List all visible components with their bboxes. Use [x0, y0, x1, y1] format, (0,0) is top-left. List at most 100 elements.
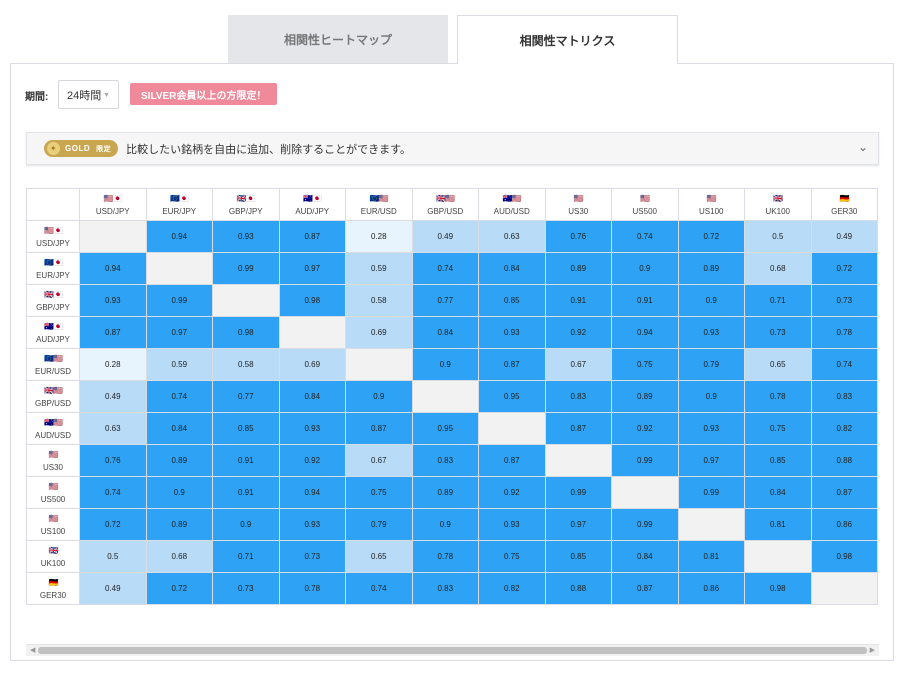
correlation-cell: 0.73 [278, 540, 346, 573]
column-header-aud-usd: 🇦🇺🇺🇸 AUD/USD [478, 188, 546, 221]
correlation-cell: 0.77 [212, 380, 280, 413]
flag-icon: 🇬🇧🇺🇸 [436, 193, 455, 203]
flag-icon: 🇦🇺🇺🇸 [502, 193, 522, 203]
correlation-cell: 0.73 [744, 316, 812, 349]
row-header-uk100: 🇬🇧 UK100 [26, 540, 80, 573]
scroll-left-icon[interactable]: ◀ [30, 647, 36, 654]
correlation-cell: 0.9 [411, 348, 479, 381]
symbol-label: GBP/JPY [36, 302, 70, 312]
correlation-cell: 0.28 [345, 220, 413, 253]
flag-icon: 🇺🇸🇯🇵 [103, 193, 123, 203]
symbol-label: USD/JPY [36, 238, 70, 248]
correlation-cell: 0.67 [544, 348, 612, 381]
correlation-cell: 0.98 [278, 284, 346, 317]
correlation-cell: 0.87 [478, 348, 546, 381]
correlation-cell: 0.84 [411, 316, 479, 349]
correlation-cell: 0.92 [278, 444, 346, 477]
correlation-cell: 0.87 [810, 476, 878, 509]
symbol-label: EUR/USD [360, 206, 397, 216]
correlation-cell: 0.95 [478, 380, 546, 413]
correlation-cell: 0.85 [744, 444, 812, 477]
correlation-cell: 0.89 [145, 508, 213, 541]
tab-heatmap[interactable]: 相関性ヒートマップ [228, 15, 448, 63]
correlation-cell: 0.87 [79, 316, 147, 349]
silver-member-badge: SILVER会員以上の方限定！ [130, 83, 278, 105]
correlation-cell: 0.99 [611, 508, 679, 541]
symbol-label: EUR/JPY [36, 270, 70, 280]
symbol-label: GER30 [39, 590, 67, 600]
correlation-cell: 0.93 [478, 316, 546, 349]
column-header-aud-jpy: 🇦🇺🇯🇵 AUD/JPY [278, 188, 346, 221]
correlation-matrix[interactable]: 🇺🇸🇯🇵 USD/JPY 🇪🇺🇯🇵 EUR/JPY 🇬🇧🇯🇵 GBP/JPY 🇦🇺🇯🇵 AUD… [26, 188, 879, 644]
symbol-label: GER30 [831, 206, 858, 216]
gold-feature-banner[interactable]: ✦ GOLD 限定 比較したい銘柄を自由に追加、削除することができます。 ⌄ [26, 132, 879, 165]
correlation-cell: 0.83 [411, 572, 479, 605]
correlation-cell: 0.72 [810, 252, 878, 285]
correlation-cell: 0.28 [79, 348, 147, 381]
symbol-label: AUD/JPY [295, 206, 330, 216]
flag-icon: 🇪🇺🇯🇵 [44, 257, 63, 267]
correlation-cell: 0.65 [345, 540, 413, 573]
correlation-cell: 0.68 [744, 252, 812, 285]
correlation-cell: 0.9 [611, 252, 679, 285]
flag-icon: 🇬🇧 [773, 193, 783, 203]
correlation-cell: 0.93 [478, 508, 546, 541]
correlation-cell: 0.75 [478, 540, 546, 573]
symbol-label: US30 [568, 206, 589, 216]
correlation-cell: 0.81 [677, 540, 745, 573]
correlation-cell: 0.9 [145, 476, 213, 509]
symbol-label: EUR/USD [34, 366, 71, 376]
row-header-us500: 🇺🇸 US500 [26, 476, 80, 509]
correlation-cell: 0.79 [345, 508, 413, 541]
correlation-cell: 0.94 [145, 220, 213, 253]
correlation-cell [79, 220, 147, 253]
correlation-cell: 0.78 [278, 572, 346, 605]
gold-coin-icon: ✦ [47, 142, 60, 155]
correlation-cell: 0.85 [544, 540, 612, 573]
correlation-cell: 0.84 [744, 476, 812, 509]
correlation-cell: 0.78 [744, 380, 812, 413]
chevron-down-icon[interactable]: ⌄ [857, 140, 868, 154]
flag-icon: 🇺🇸🇯🇵 [44, 225, 63, 235]
matrix-panel: 期間: 24時間 ▼ SILVER会員以上の方限定！ ✦ GOLD 限定 比較し… [10, 63, 894, 661]
symbol-label: US30 [42, 462, 63, 472]
correlation-cell [677, 508, 745, 541]
correlation-cell: 0.89 [145, 444, 213, 477]
row-header-us100: 🇺🇸 US100 [26, 508, 80, 541]
flag-icon: 🇺🇸 [573, 193, 584, 203]
correlation-cell: 0.9 [212, 508, 280, 541]
correlation-cell: 0.72 [79, 508, 147, 541]
correlation-cell: 0.97 [544, 508, 612, 541]
correlation-cell: 0.74 [810, 348, 878, 381]
correlation-cell: 0.89 [611, 380, 679, 413]
correlation-cell [212, 284, 280, 317]
correlation-cell: 0.87 [278, 220, 346, 253]
tab-matrix[interactable]: 相関性マトリクス [457, 15, 678, 64]
column-header-ger30: 🇩🇪 GER30 [810, 188, 878, 221]
correlation-cell: 0.75 [611, 348, 679, 381]
correlation-cell: 0.82 [810, 412, 878, 445]
correlation-cell: 0.9 [345, 380, 413, 413]
correlation-cell: 0.58 [345, 284, 413, 317]
correlation-cell: 0.73 [212, 572, 280, 605]
correlation-cell: 0.84 [478, 252, 546, 285]
symbol-label: USD/JPY [95, 206, 130, 216]
period-select[interactable]: 24時間 ▼ [58, 80, 119, 109]
correlation-cell: 0.49 [79, 572, 147, 605]
correlation-cell: 0.59 [145, 348, 213, 381]
flag-icon: 🇬🇧🇯🇵 [44, 289, 63, 299]
correlation-cell: 0.93 [278, 412, 346, 445]
table-row: 🇬🇧🇯🇵 GBP/JPY 0.93 0.99 0.98 0.58 0.77 0.85 0.91 0… [26, 284, 878, 317]
correlation-cell: 0.84 [278, 380, 346, 413]
correlation-cell: 0.91 [544, 284, 612, 317]
correlation-cell: 0.75 [345, 476, 413, 509]
correlation-cell: 0.97 [145, 316, 213, 349]
scroll-right-icon[interactable]: ▶ [869, 647, 875, 654]
scrollbar-thumb[interactable] [38, 647, 867, 654]
row-header-gbp-usd: 🇬🇧🇺🇸 GBP/USD [26, 380, 80, 413]
correlation-cell [611, 476, 679, 509]
table-row: 🇺🇸 US100 0.72 0.89 0.9 0.93 0.79 0.9 0.93 0.97 0.9… [26, 508, 878, 541]
correlation-cell: 0.74 [611, 220, 679, 253]
flag-icon: 🇩🇪 [48, 577, 59, 587]
horizontal-scrollbar[interactable]: ◀ ▶ [26, 644, 879, 656]
